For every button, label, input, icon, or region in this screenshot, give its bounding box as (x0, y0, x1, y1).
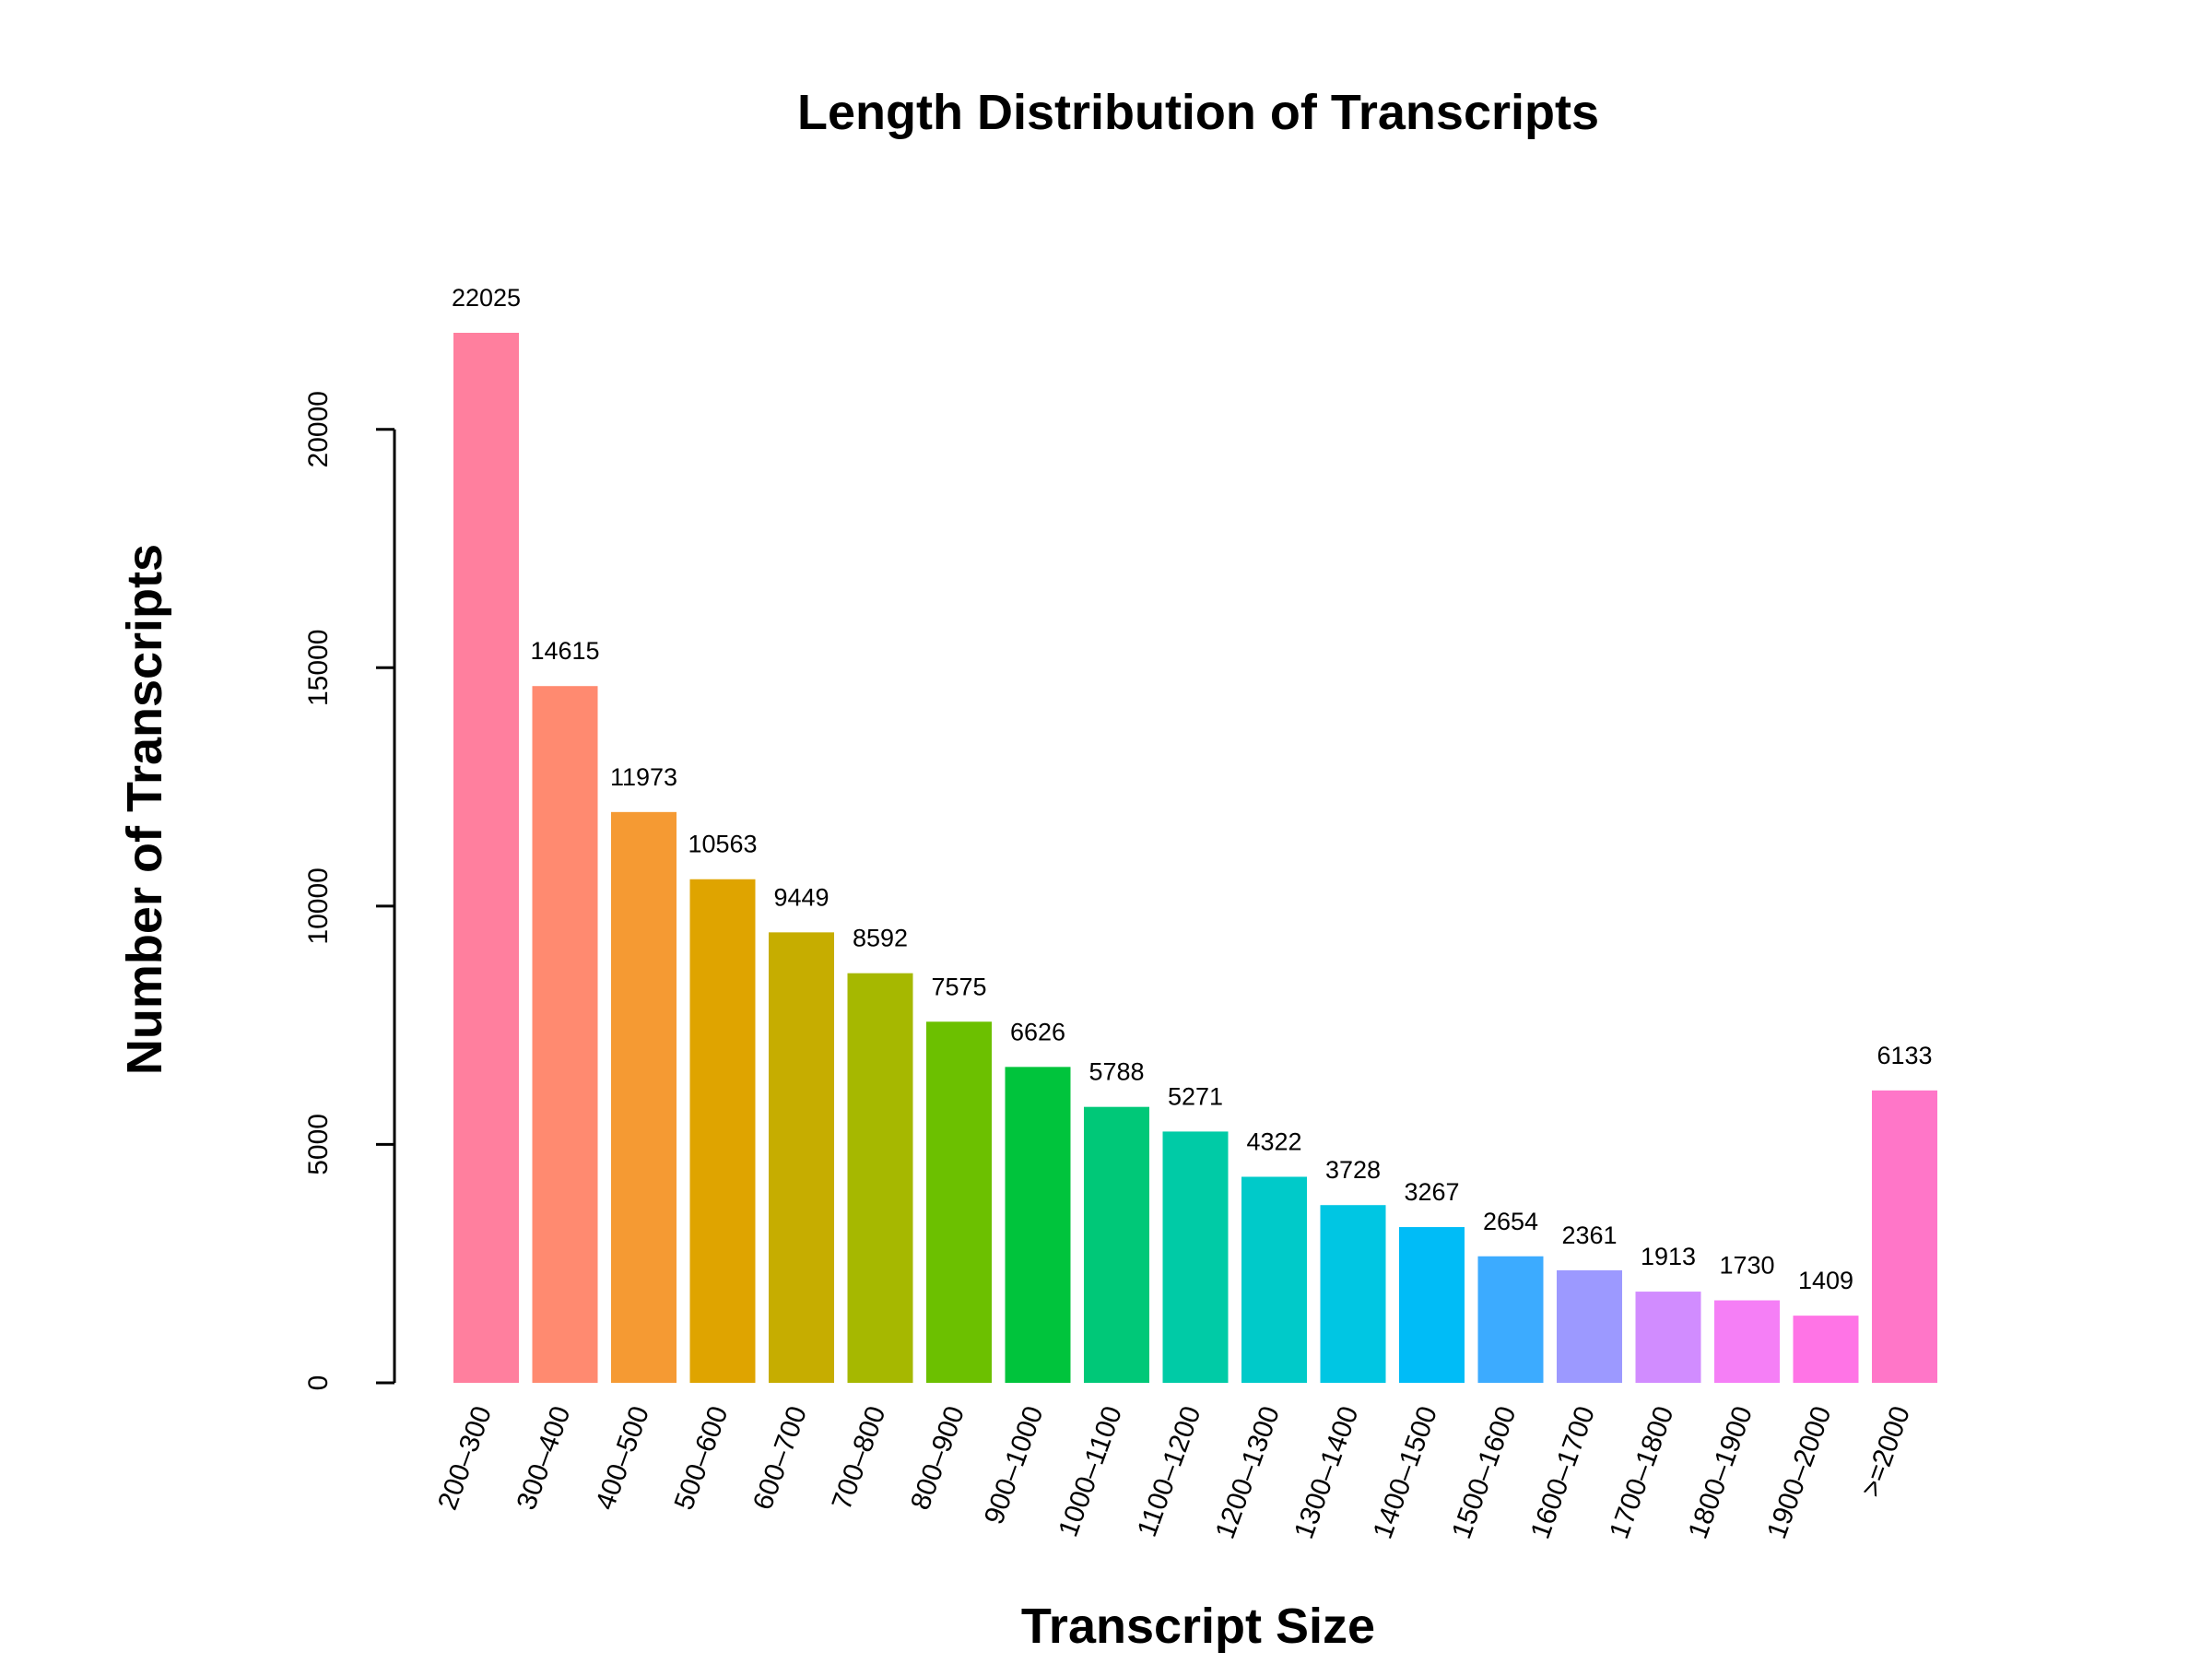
bar (689, 879, 756, 1383)
chart-title: Length Distribution of Transcripts (797, 85, 1599, 140)
bar-value-label: 1913 (1641, 1243, 1696, 1270)
bar (1557, 1269, 1622, 1383)
x-tick-label: 700–800 (827, 1402, 892, 1514)
bar (926, 1021, 992, 1383)
x-tick-labels-group: 200–300 300–400 400–500 500–600 600–700 700–8… (432, 1402, 1916, 1542)
bar-value-label: 1409 (1798, 1267, 1853, 1294)
x-tick-label: 1500–1600 (1446, 1402, 1522, 1542)
bar-value-label: 11973 (610, 763, 677, 791)
bar (1084, 1106, 1149, 1383)
bar (1005, 1067, 1071, 1383)
bar-value-label: 1730 (1719, 1252, 1774, 1280)
x-tick-label: 400–500 (590, 1402, 655, 1514)
y-tick-label: 0 (303, 1375, 334, 1391)
bar-value-label: 7575 (931, 973, 986, 1000)
x-tick-label: 1600–1700 (1525, 1402, 1601, 1542)
x-tick-label: 1200–1300 (1210, 1402, 1286, 1542)
bar (1399, 1227, 1465, 1383)
bar (611, 811, 677, 1383)
x-tick-label: 1800–1900 (1683, 1402, 1759, 1542)
bar (847, 973, 913, 1383)
x-tick-label: 200–300 (432, 1402, 498, 1514)
y-tick-label: 10000 (303, 867, 334, 944)
x-tick-label: 900–1000 (979, 1402, 1050, 1528)
x-tick-label: 1700–1800 (1604, 1402, 1679, 1542)
y-axis-title: Number of Transcripts (117, 544, 172, 1075)
y-tick-label: 20000 (303, 391, 334, 467)
x-tick-label: >=2000 (1855, 1402, 1916, 1501)
bar-value-label: 14615 (530, 637, 599, 665)
bar-value-label: 6626 (1010, 1018, 1065, 1045)
x-tick-label: 1100–1200 (1132, 1402, 1207, 1540)
bar-value-label: 10563 (688, 831, 757, 858)
bar (1635, 1292, 1701, 1383)
y-tick-label: 5000 (303, 1114, 334, 1175)
bar (1872, 1090, 1937, 1383)
bar (1320, 1205, 1386, 1383)
x-tick-label: 1900–2000 (1761, 1402, 1837, 1542)
bar-value-label: 6133 (1877, 1042, 1932, 1069)
bar-value-label: 2361 (1561, 1221, 1617, 1249)
bar-value-label: 9449 (773, 883, 829, 911)
x-tick-label: 1000–1100 (1053, 1402, 1128, 1540)
bar-value-label: 2654 (1483, 1208, 1538, 1235)
x-tick-label: 800–900 (905, 1402, 971, 1514)
x-tick-label: 500–600 (669, 1402, 735, 1514)
bar (1714, 1300, 1780, 1383)
bar-value-label: 5271 (1168, 1082, 1223, 1110)
bar (453, 333, 519, 1383)
bar (1477, 1256, 1544, 1383)
bar (1162, 1131, 1229, 1383)
x-tick-label: 600–700 (747, 1402, 813, 1514)
bar-value-label: 22025 (452, 284, 521, 312)
bar (769, 932, 834, 1383)
bar-value-label: 3267 (1404, 1178, 1459, 1206)
bar (1241, 1176, 1307, 1383)
bar (532, 686, 598, 1383)
x-tick-label: 300–400 (512, 1402, 577, 1514)
bar-value-label: 3728 (1325, 1156, 1381, 1184)
x-tick-label: 1400–1500 (1368, 1402, 1443, 1542)
value-labels-group: 22025 14615 11973 10563 9449 8592 7575 6626 5788… (452, 284, 1933, 1294)
bar-value-label: 5788 (1088, 1058, 1144, 1086)
bar (1793, 1316, 1859, 1383)
bar-value-label: 8592 (853, 925, 908, 952)
y-axis: 0 5000 10000 15000 20000 (303, 391, 396, 1391)
y-tick-label: 15000 (303, 630, 334, 706)
x-axis-title: Transcript Size (1021, 1599, 1375, 1654)
bars-group (453, 333, 1937, 1383)
bar-value-label: 4322 (1246, 1127, 1301, 1155)
x-tick-label: 1300–1400 (1288, 1402, 1364, 1542)
